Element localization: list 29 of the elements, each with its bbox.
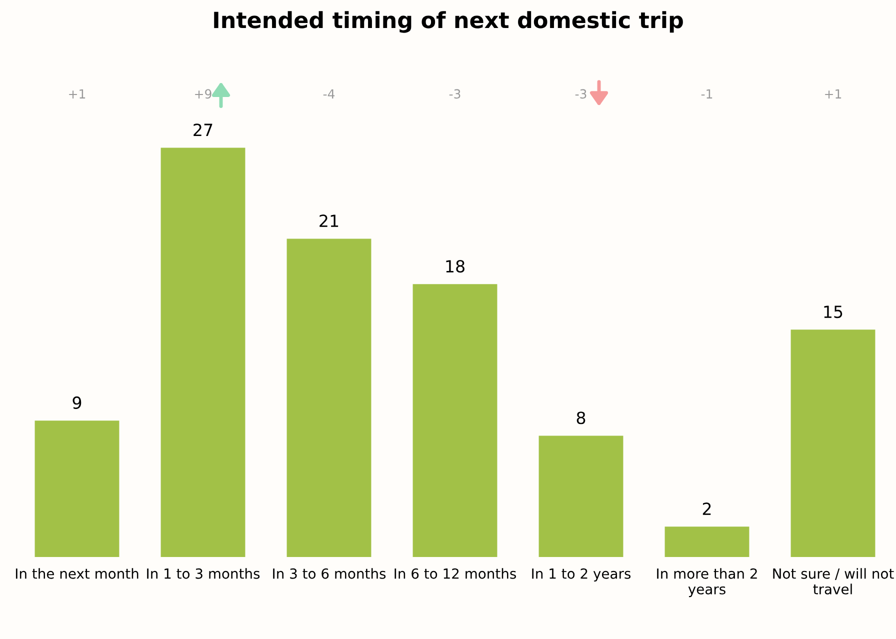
x-tick-label: Not sure / will not travel (773, 568, 894, 594)
chart-title: Intended timing of next domestic trip (214, 11, 683, 33)
data-label: 9 (72, 396, 82, 410)
text: -3 (575, 89, 586, 99)
bar (160, 148, 246, 557)
bar (412, 284, 498, 557)
bar (34, 420, 120, 557)
x-tick-label: In 6 to 12 months (394, 568, 516, 579)
data-label: 21 (320, 214, 338, 227)
data-label: 27 (194, 124, 212, 136)
data-label: 8 (576, 412, 586, 424)
text: -3 (449, 89, 460, 99)
text: +9 (195, 89, 212, 99)
x-tick-label: In 1 to 3 months (147, 568, 260, 579)
data-label: 18 (446, 260, 464, 273)
x-tick-label: In more than 2 years (657, 568, 757, 598)
bar (286, 238, 372, 557)
text: -4 (323, 89, 335, 98)
bar (538, 436, 624, 557)
bar (790, 330, 876, 557)
bar (664, 526, 750, 557)
x-tick-label: In 1 to 2 years (532, 568, 631, 582)
x-tick-label: In the next month (16, 568, 138, 579)
data-label: 15 (824, 306, 842, 318)
x-tick-label: In 3 to 6 months (273, 568, 386, 579)
text: -1 (701, 89, 712, 98)
data-label: 2 (702, 502, 711, 515)
text: +1 (69, 89, 86, 98)
text: +1 (825, 89, 842, 98)
